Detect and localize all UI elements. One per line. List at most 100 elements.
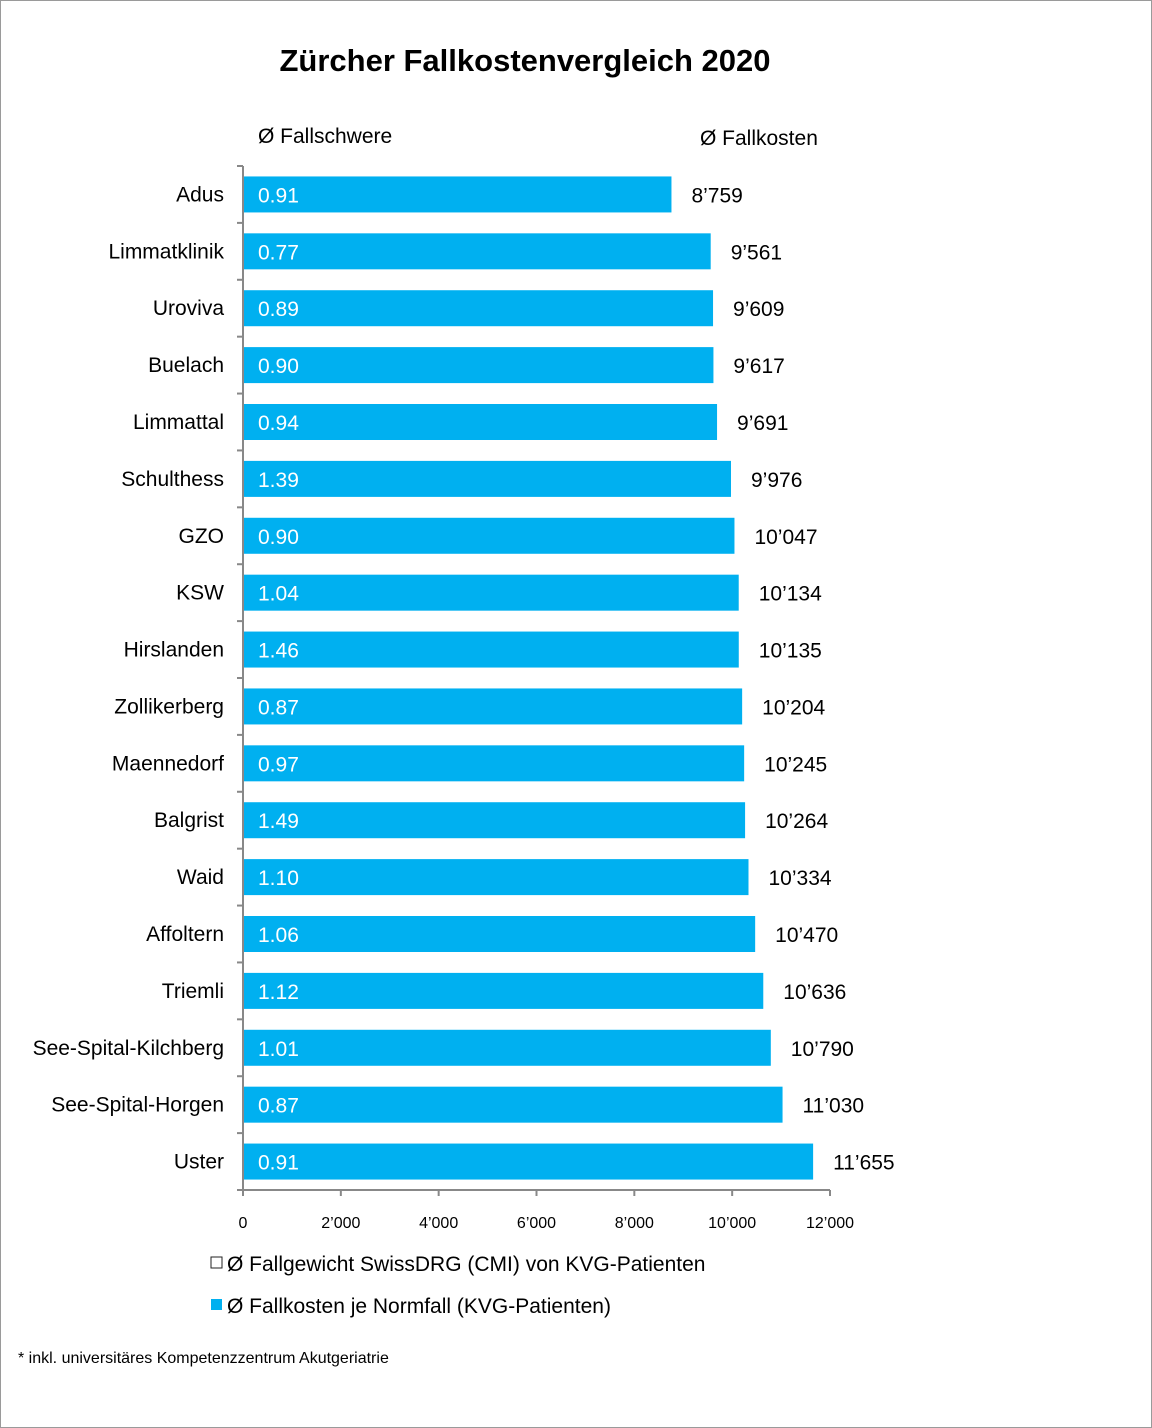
value-label: 10’790 (791, 1038, 854, 1061)
bar (243, 347, 714, 384)
x-tick-label: 6’000 (517, 1215, 556, 1232)
bar-row: See-Spital-Horgen 0.87 11’030 (51, 1086, 865, 1123)
bar (243, 631, 739, 668)
category-label: Limmattal (133, 411, 224, 434)
bar-row: Balgrist 1.49 10’264 (154, 802, 828, 839)
value-label: 10’264 (765, 810, 828, 833)
bar (243, 460, 731, 497)
bar-row: Zollikerberg 0.87 10’204 (114, 688, 826, 725)
value-label: 9’561 (731, 241, 782, 264)
value-label: 11’030 (803, 1095, 865, 1118)
value-label: 10’204 (762, 696, 825, 719)
category-label: Balgrist (154, 809, 224, 832)
category-label: Adus (176, 183, 224, 206)
bar (243, 574, 739, 611)
cmi-label: 0.97 (258, 753, 299, 776)
value-label: 10’636 (783, 981, 846, 1004)
cmi-label: 0.77 (258, 241, 299, 264)
bar (243, 1029, 771, 1066)
bar (243, 1086, 783, 1123)
value-label: 9’976 (751, 469, 802, 492)
category-label: Waid (177, 866, 224, 889)
cmi-label: 0.94 (258, 412, 299, 435)
bar (243, 176, 672, 213)
category-label: See-Spital-Horgen (51, 1094, 224, 1117)
category-label: Zollikerberg (114, 695, 224, 718)
bar (243, 745, 745, 782)
header-fallschwere: Ø Fallschwere (258, 125, 392, 148)
category-label: Uster (174, 1151, 224, 1174)
bar (243, 859, 749, 896)
bar (243, 404, 718, 440)
bar (243, 916, 756, 952)
bar-row: Maennedorf 0.97 10’245 (112, 745, 827, 782)
cmi-label: 1.12 (258, 981, 299, 1004)
cmi-label: 0.89 (258, 298, 299, 321)
cmi-label: 0.90 (258, 526, 299, 549)
cmi-label: 1.06 (258, 924, 299, 947)
category-label: Triemli (162, 980, 224, 1003)
bar-row: Adus 0.91 8’759 (176, 176, 743, 213)
category-label: Schulthess (121, 468, 224, 491)
value-label: 9’609 (733, 298, 784, 321)
value-label: 10’334 (769, 867, 832, 890)
x-tick-label: 12’000 (806, 1215, 854, 1232)
footnote: * inkl. universitäres Kompetenzzentrum A… (18, 1350, 389, 1367)
bar-row: Uster 0.91 11’655 (174, 1143, 895, 1180)
bar (243, 233, 711, 270)
header-fallkosten: Ø Fallkosten (700, 127, 818, 150)
bar-row: See-Spital-Kilchberg 1.01 10’790 (33, 1029, 854, 1066)
bar-row: Affoltern 1.06 10’470 (146, 916, 838, 952)
cmi-label: 1.04 (258, 583, 299, 606)
cmi-label: 0.91 (258, 1152, 299, 1175)
bar-row: Waid 1.10 10’334 (177, 859, 832, 896)
cmi-label: 1.39 (258, 469, 299, 492)
bar-row: Limmattal 0.94 9’691 (133, 404, 788, 440)
value-label: 10’134 (759, 583, 822, 606)
bar (243, 517, 735, 554)
cmi-label: 1.10 (258, 867, 299, 890)
legend-swatch-cmi (210, 1256, 223, 1269)
bar (243, 972, 764, 1009)
value-label: 10’470 (775, 924, 838, 947)
value-label: 11’655 (833, 1152, 895, 1175)
cmi-label: 1.46 (258, 640, 299, 663)
bar-row: Triemli 1.12 10’636 (162, 972, 846, 1009)
bar-row: Uroviva 0.89 9’609 (153, 290, 784, 327)
bar-row: KSW 1.04 10’134 (176, 574, 822, 611)
category-label: Uroviva (153, 297, 225, 320)
value-label: 10’047 (754, 526, 817, 549)
value-label: 9’617 (733, 355, 784, 378)
legend: Ø Fallgewicht SwissDRG (CMI) von KVG-Pat… (210, 1253, 705, 1318)
cmi-label: 0.87 (258, 696, 299, 719)
cmi-label: 0.87 (258, 1095, 299, 1118)
legend-swatch-fallkosten (211, 1299, 222, 1310)
bar-row: Buelach 0.90 9’617 (148, 347, 785, 384)
x-tick-label: 8’000 (615, 1215, 654, 1232)
legend-label-cmi: Ø Fallgewicht SwissDRG (CMI) von KVG-Pat… (227, 1253, 705, 1276)
category-label: See-Spital-Kilchberg (33, 1037, 224, 1060)
x-tick-label: 10’000 (708, 1215, 756, 1232)
x-tick-label: 2’000 (321, 1215, 360, 1232)
legend-label-fallkosten: Ø Fallkosten je Normfall (KVG-Patienten) (227, 1295, 611, 1318)
cmi-label: 0.91 (258, 184, 299, 207)
x-tick-label: 4’000 (419, 1215, 458, 1232)
bar (243, 688, 743, 725)
category-label: KSW (176, 582, 224, 605)
category-label: Maennedorf (112, 752, 224, 775)
value-label: 10’245 (764, 753, 827, 776)
cmi-label: 1.49 (258, 810, 299, 833)
value-label: 9’691 (737, 412, 788, 435)
chart-title: Zürcher Fallkostenvergleich 2020 (279, 43, 770, 78)
value-label: 10’135 (759, 640, 822, 663)
cmi-label: 0.90 (258, 355, 299, 378)
bar-row: Schulthess 1.39 9’976 (121, 460, 802, 497)
category-label: GZO (179, 525, 225, 548)
category-label: Buelach (148, 354, 224, 377)
bar-row: Hirslanden 1.46 10’135 (124, 631, 822, 668)
bar (243, 290, 714, 327)
value-label: 8’759 (691, 184, 742, 207)
bar (243, 1143, 814, 1180)
category-label: Limmatklinik (108, 240, 224, 263)
